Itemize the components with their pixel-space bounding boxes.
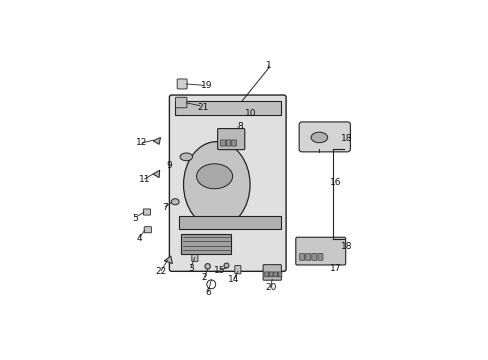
Ellipse shape bbox=[183, 141, 249, 228]
Text: 18: 18 bbox=[341, 242, 352, 251]
Circle shape bbox=[206, 280, 215, 289]
Text: 13: 13 bbox=[237, 223, 248, 232]
Text: 4: 4 bbox=[137, 234, 142, 243]
Text: 3: 3 bbox=[188, 264, 194, 273]
FancyBboxPatch shape bbox=[169, 95, 285, 271]
FancyBboxPatch shape bbox=[264, 272, 268, 277]
FancyBboxPatch shape bbox=[278, 272, 282, 277]
FancyBboxPatch shape bbox=[231, 140, 236, 146]
Text: 17: 17 bbox=[329, 264, 341, 273]
Polygon shape bbox=[164, 256, 172, 264]
Ellipse shape bbox=[224, 263, 228, 268]
Text: 12: 12 bbox=[136, 139, 147, 148]
FancyBboxPatch shape bbox=[217, 129, 244, 150]
FancyBboxPatch shape bbox=[191, 253, 198, 261]
Ellipse shape bbox=[310, 132, 327, 143]
Polygon shape bbox=[153, 170, 160, 177]
FancyBboxPatch shape bbox=[263, 265, 281, 280]
Polygon shape bbox=[178, 216, 280, 229]
Text: 2: 2 bbox=[202, 273, 207, 282]
Text: 10: 10 bbox=[244, 109, 256, 118]
Text: 16: 16 bbox=[329, 178, 341, 187]
Ellipse shape bbox=[171, 199, 179, 205]
FancyBboxPatch shape bbox=[299, 122, 350, 152]
Text: 18: 18 bbox=[341, 134, 352, 143]
Ellipse shape bbox=[180, 153, 192, 161]
Text: 14: 14 bbox=[228, 275, 239, 284]
Polygon shape bbox=[181, 234, 231, 254]
Text: 7: 7 bbox=[163, 203, 168, 212]
Text: 8: 8 bbox=[237, 122, 243, 131]
FancyBboxPatch shape bbox=[299, 253, 304, 260]
FancyBboxPatch shape bbox=[220, 140, 225, 146]
Text: 9: 9 bbox=[166, 161, 172, 170]
Ellipse shape bbox=[196, 164, 232, 189]
Text: 11: 11 bbox=[139, 175, 150, 184]
Text: 1: 1 bbox=[265, 61, 271, 70]
Text: 15: 15 bbox=[214, 266, 225, 275]
Text: 19: 19 bbox=[201, 81, 212, 90]
Text: 5: 5 bbox=[132, 214, 137, 223]
Polygon shape bbox=[175, 102, 280, 115]
FancyBboxPatch shape bbox=[234, 266, 241, 274]
Text: 21: 21 bbox=[197, 103, 208, 112]
Text: 20: 20 bbox=[264, 283, 276, 292]
Text: 6: 6 bbox=[205, 288, 211, 297]
Ellipse shape bbox=[204, 264, 210, 269]
FancyBboxPatch shape bbox=[226, 140, 230, 146]
FancyBboxPatch shape bbox=[268, 272, 272, 277]
FancyBboxPatch shape bbox=[305, 253, 310, 260]
Polygon shape bbox=[153, 138, 160, 144]
FancyBboxPatch shape bbox=[317, 253, 322, 260]
FancyBboxPatch shape bbox=[177, 79, 187, 89]
FancyBboxPatch shape bbox=[144, 227, 151, 233]
FancyBboxPatch shape bbox=[273, 272, 277, 277]
FancyBboxPatch shape bbox=[295, 237, 345, 265]
FancyBboxPatch shape bbox=[175, 97, 186, 108]
FancyBboxPatch shape bbox=[311, 253, 316, 260]
FancyBboxPatch shape bbox=[143, 209, 150, 215]
Text: 22: 22 bbox=[155, 266, 166, 275]
